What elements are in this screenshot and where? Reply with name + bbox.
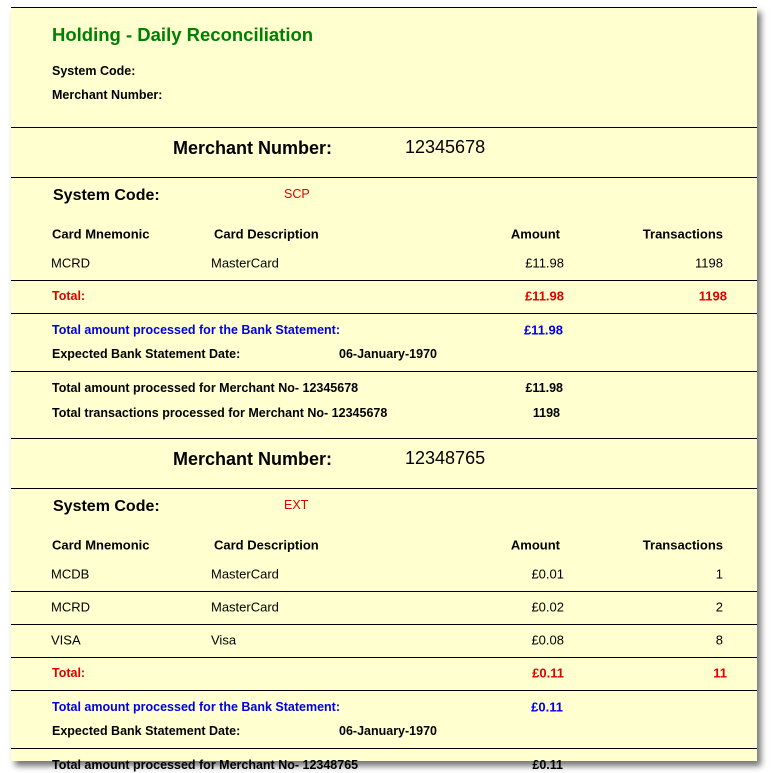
card-mnemonic-cell: MCDB	[51, 566, 90, 582]
merchant-total-amount: £0.11	[532, 757, 563, 772]
merchant-number-label: Merchant Number:	[52, 87, 163, 102]
system-code-label: System Code:	[52, 63, 136, 78]
merchant-number-heading: Merchant Number:	[173, 449, 333, 469]
column-header-transactions: Transactions	[642, 537, 723, 553]
divider	[11, 280, 757, 281]
amount-cell: £0.01	[531, 566, 564, 582]
column-header-mnemonic: Card Mnemonic	[52, 537, 150, 553]
column-header-amount: Amount	[510, 537, 560, 553]
system-code-value: EXT	[284, 497, 309, 512]
divider	[11, 488, 757, 489]
amount-cell: £0.02	[531, 599, 564, 615]
divider	[11, 657, 757, 658]
column-header-transactions: Transactions	[642, 226, 723, 242]
divider	[11, 591, 757, 592]
total-label: Total:	[52, 665, 86, 680]
column-header-description: Card Description	[214, 226, 319, 242]
expected-date-label: Expected Bank Statement Date:	[52, 723, 241, 738]
divider	[11, 748, 757, 749]
expected-date-value: 06-January-1970	[339, 723, 437, 738]
system-code-heading: System Code:	[53, 498, 160, 515]
transactions-cell: 8	[715, 632, 723, 648]
card-description-cell: MasterCard	[211, 566, 279, 582]
merchant-number-value: 12348765	[405, 448, 486, 468]
merchant-total-amount-label: Total amount processed for Merchant No- …	[52, 380, 359, 395]
bank-statement-label: Total amount processed for the Bank Stat…	[52, 699, 341, 714]
divider	[11, 177, 757, 178]
card-mnemonic-cell: MCRD	[51, 255, 90, 271]
bank-statement-amount: £11.98	[523, 322, 563, 338]
system-code-value: SCP	[284, 186, 310, 201]
amount-cell: £0.08	[531, 632, 564, 648]
total-amount: £0.11	[532, 665, 564, 681]
divider	[11, 624, 757, 625]
total-transactions: 1198	[698, 288, 727, 304]
column-header-amount: Amount	[510, 226, 560, 242]
card-mnemonic-cell: VISA	[51, 632, 81, 648]
divider	[11, 438, 757, 439]
merchant-total-transactions: 1198	[532, 405, 560, 420]
report-page: Holding - Daily Reconciliation System Co…	[11, 7, 757, 771]
divider	[11, 690, 757, 691]
merchant-total-amount: £11.98	[525, 380, 563, 395]
transactions-cell: 1198	[695, 255, 723, 271]
expected-date-value: 06-January-1970	[339, 346, 437, 361]
card-description-cell: Visa	[211, 632, 237, 648]
merchant-total-transactions-label: Total transactions processed for Merchan…	[52, 405, 388, 420]
merchant-number-value: 12345678	[405, 137, 486, 157]
total-transactions: 11	[713, 665, 727, 681]
expected-date-label: Expected Bank Statement Date:	[52, 346, 241, 361]
bank-statement-amount: £0.11	[531, 699, 563, 715]
transactions-cell: 2	[715, 599, 723, 615]
column-header-description: Card Description	[214, 537, 319, 553]
card-mnemonic-cell: MCRD	[51, 599, 90, 615]
card-description-cell: MasterCard	[211, 255, 279, 271]
bank-statement-label: Total amount processed for the Bank Stat…	[52, 322, 341, 337]
system-code-heading: System Code:	[53, 187, 160, 204]
column-header-mnemonic: Card Mnemonic	[52, 226, 150, 242]
divider	[11, 313, 757, 314]
merchant-number-heading: Merchant Number:	[173, 138, 333, 158]
amount-cell: £11.98	[525, 255, 564, 271]
divider	[11, 371, 757, 372]
merchant-total-amount-label: Total amount processed for Merchant No- …	[52, 757, 359, 772]
report-title: Holding - Daily Reconciliation	[52, 23, 314, 45]
transactions-cell: 1	[715, 566, 723, 582]
total-amount: £11.98	[524, 288, 564, 304]
card-description-cell: MasterCard	[211, 599, 279, 615]
divider	[11, 127, 757, 128]
total-label: Total:	[52, 288, 86, 303]
